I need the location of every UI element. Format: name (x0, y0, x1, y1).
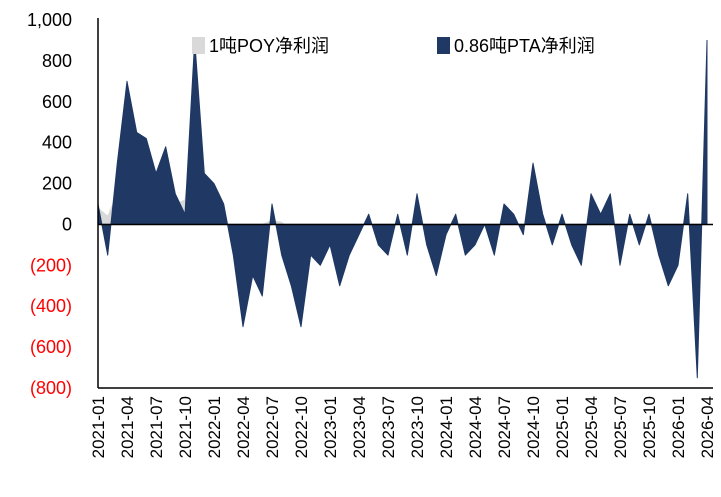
x-tick-label: 2025-01 (553, 396, 572, 458)
x-tick-label: 2024-07 (495, 396, 514, 458)
y-tick-label: (600) (30, 337, 72, 357)
x-tick-label: 2021-07 (147, 396, 166, 458)
x-tick-label: 2024-04 (466, 396, 485, 458)
legend-swatch (192, 37, 205, 54)
y-tick-label: 600 (42, 92, 72, 112)
x-tick-label: 2022-07 (263, 396, 282, 458)
x-tick-label: 2024-10 (524, 396, 543, 458)
x-tick-label: 2022-01 (205, 396, 224, 458)
x-tick-label: 2025-04 (582, 396, 601, 458)
x-tick-label: 2025-07 (611, 396, 630, 458)
x-tick-label: 2022-04 (234, 396, 253, 458)
y-tick-label: (800) (30, 378, 72, 398)
legend: 1吨POY净利润 0.86吨PTA净利润 (192, 36, 595, 56)
y-tick-label: 400 (42, 133, 72, 153)
series-area-2 (97, 39, 708, 379)
y-tick-label: 800 (42, 51, 72, 71)
legend-label: 1吨POY净利润 (209, 36, 329, 56)
series-layer (97, 39, 708, 379)
legend-swatch (437, 37, 450, 54)
y-tick-label: 0 (62, 214, 72, 234)
y-tick-label: 1,000 (27, 10, 72, 30)
x-tick-label: 2021-10 (176, 396, 195, 458)
x-tick-label: 2025-10 (640, 396, 659, 458)
x-tick-label: 2021-01 (89, 396, 108, 458)
x-tick-label: 2023-01 (321, 396, 340, 458)
x-tick-label: 2026-01 (669, 396, 688, 458)
x-tick-labels: 2021-01 2021-04 2021-07 2021-10 2022-01 2022-… (89, 396, 717, 458)
y-tick-label: 200 (42, 174, 72, 194)
axes-layer (97, 18, 713, 389)
x-tick-label: 2023-10 (408, 396, 427, 458)
y-tick-labels: (800) (600) (400) (200) 0 200 400 600 800 1,000 (27, 10, 72, 398)
x-tick-label: 2023-04 (350, 396, 369, 458)
x-tick-label: 2024-01 (437, 396, 456, 458)
x-tick-label: 2021-04 (118, 396, 137, 458)
y-tick-label: (400) (30, 296, 72, 316)
legend-label: 0.86吨PTA净利润 (454, 36, 595, 56)
x-tick-label: 2026-04 (698, 396, 717, 458)
x-tick-label: 2023-07 (379, 396, 398, 458)
y-tick-label: (200) (30, 255, 72, 275)
x-tick-label: 2022-10 (292, 396, 311, 458)
